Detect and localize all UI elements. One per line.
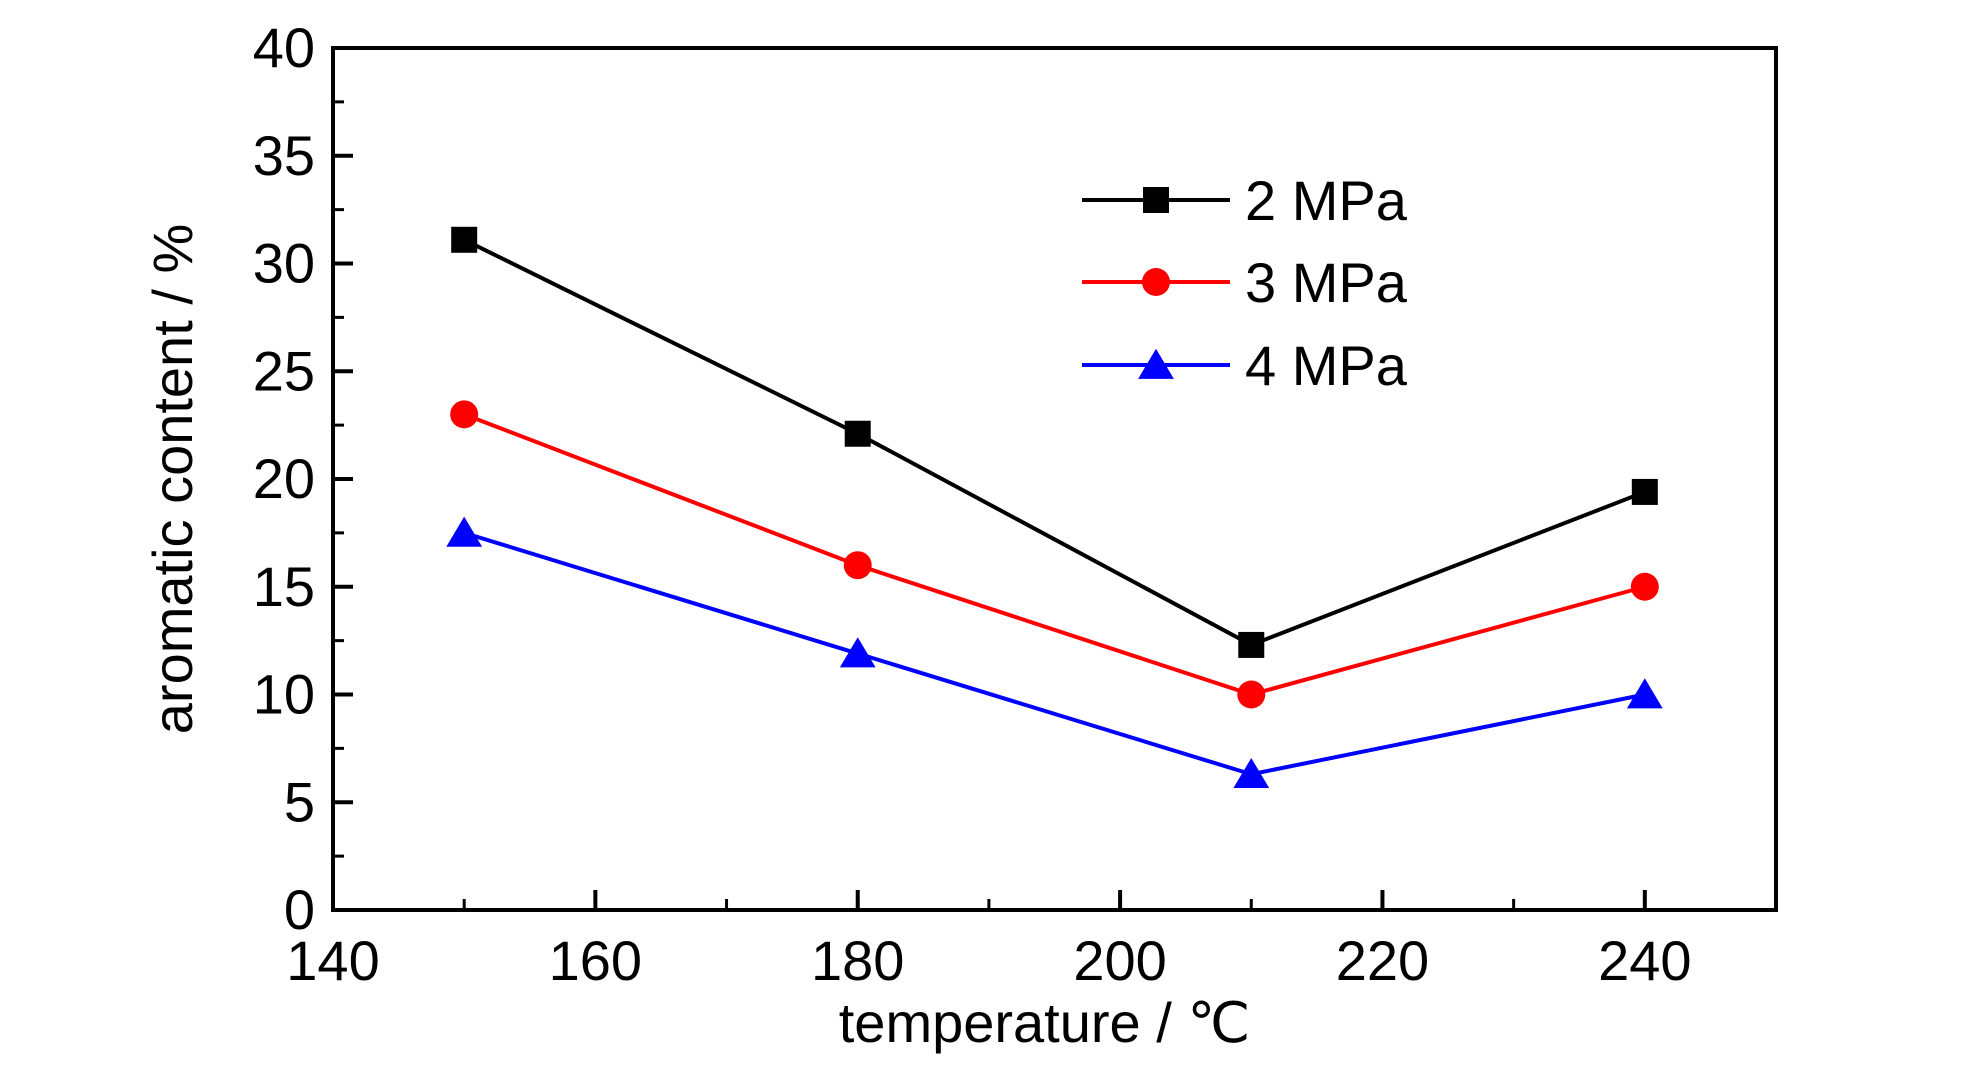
series-1 bbox=[451, 226, 1658, 658]
y-tick-label: 30 bbox=[253, 232, 315, 295]
legend: 2 MPa 3 MPa 4 MPa bbox=[1082, 169, 1408, 397]
legend-marker bbox=[1142, 268, 1170, 296]
legend-marker bbox=[1143, 187, 1169, 213]
legend-item: 3 MPa bbox=[1082, 251, 1408, 314]
data-point bbox=[450, 400, 479, 429]
data-point bbox=[1630, 572, 1659, 601]
data-point bbox=[1631, 478, 1658, 505]
x-tick-label: 220 bbox=[1336, 929, 1429, 992]
x-tick-label: 240 bbox=[1598, 929, 1691, 992]
plot-frame bbox=[331, 46, 1778, 912]
legend-item: 2 MPa bbox=[1082, 169, 1408, 232]
data-point bbox=[1233, 757, 1270, 789]
data-point bbox=[1238, 631, 1265, 658]
series-layer bbox=[446, 226, 1663, 789]
x-tick-label: 180 bbox=[811, 929, 904, 992]
y-tick-label: 5 bbox=[284, 770, 315, 833]
data-point bbox=[446, 516, 483, 547]
series-line bbox=[463, 238, 1646, 648]
series-2 bbox=[450, 400, 1659, 709]
data-point bbox=[839, 637, 876, 668]
x-axis-title: temperature / ℃ bbox=[839, 991, 1251, 1054]
y-axis-title: aromatic content / % bbox=[141, 224, 204, 734]
legend-marker bbox=[1138, 348, 1174, 379]
y-tick-label: 10 bbox=[253, 663, 315, 726]
y-tick-label: 0 bbox=[284, 878, 315, 941]
data-point bbox=[1237, 680, 1266, 709]
legend-label: 2 MPa bbox=[1245, 169, 1408, 232]
y-tick-label: 25 bbox=[253, 339, 315, 402]
y-tick-label: 20 bbox=[253, 447, 315, 510]
series-line bbox=[463, 530, 1646, 777]
legend-label: 4 MPa bbox=[1245, 334, 1408, 397]
legend-item: 4 MPa bbox=[1082, 334, 1408, 397]
x-tick-label: 200 bbox=[1073, 929, 1166, 992]
data-point bbox=[1626, 678, 1663, 709]
y-tick-label: 15 bbox=[253, 555, 315, 618]
series-line bbox=[463, 412, 1646, 697]
series-3 bbox=[446, 516, 1663, 789]
data-point bbox=[844, 420, 871, 447]
data-point bbox=[451, 226, 478, 253]
y-tick-label: 40 bbox=[253, 16, 315, 79]
legend-label: 3 MPa bbox=[1245, 251, 1408, 314]
data-point bbox=[843, 551, 872, 580]
x-tick-label: 140 bbox=[286, 929, 379, 992]
y-tick-label: 35 bbox=[253, 124, 315, 187]
axes: 0 5 10 15 20 25 30 35 40 140 160 180 200 220 240 bbox=[253, 16, 1778, 992]
x-tick-label: 160 bbox=[549, 929, 642, 992]
